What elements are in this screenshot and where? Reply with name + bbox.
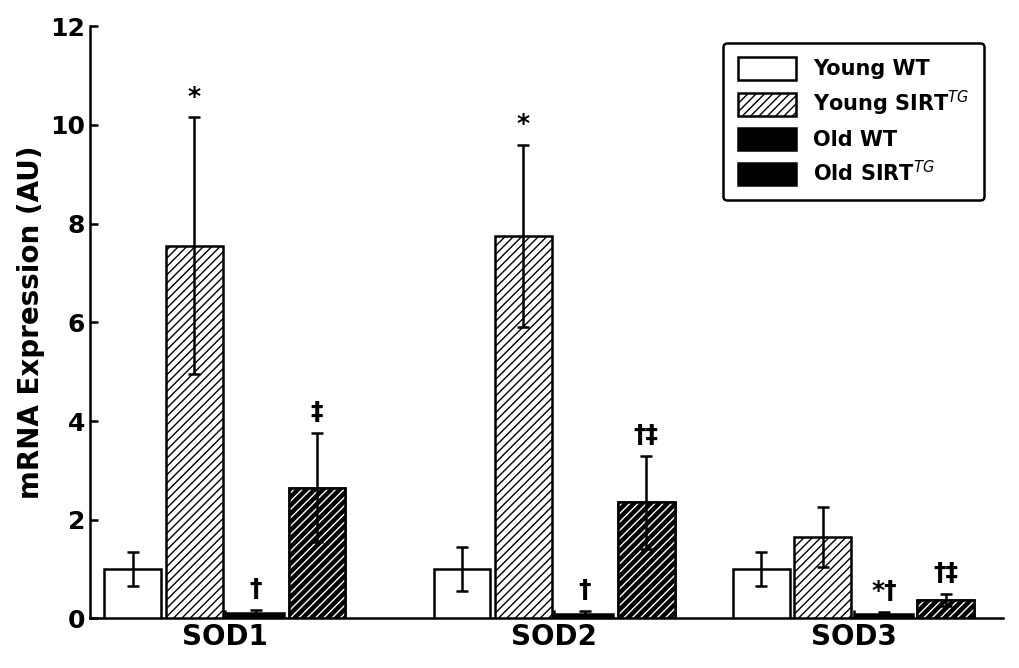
Text: ‡: ‡ bbox=[311, 401, 323, 424]
Bar bbox=[618, 502, 675, 619]
Bar bbox=[288, 488, 345, 619]
Y-axis label: mRNA Expression (AU): mRNA Expression (AU) bbox=[16, 146, 45, 499]
Bar bbox=[227, 613, 283, 619]
Text: *: * bbox=[187, 85, 201, 109]
Bar bbox=[618, 502, 675, 619]
Bar bbox=[288, 488, 345, 619]
Text: *: * bbox=[517, 112, 530, 136]
Bar bbox=[618, 502, 675, 619]
Bar bbox=[433, 569, 490, 619]
Bar bbox=[494, 236, 551, 619]
Text: †‡: †‡ bbox=[932, 561, 957, 585]
Bar bbox=[288, 488, 345, 619]
Bar bbox=[794, 537, 851, 619]
Bar bbox=[733, 569, 789, 619]
Bar bbox=[916, 600, 973, 619]
Text: †‡: †‡ bbox=[633, 423, 658, 447]
Bar bbox=[556, 613, 612, 619]
Legend: Young WT, Young SIRT$^{TG}$, Old WT, Old SIRT$^{TG}$: Young WT, Young SIRT$^{TG}$, Old WT, Old… bbox=[722, 43, 982, 200]
Bar bbox=[916, 600, 973, 619]
Bar bbox=[165, 246, 222, 619]
Text: *†: *† bbox=[870, 578, 897, 603]
Text: †: † bbox=[249, 577, 262, 601]
Bar bbox=[916, 600, 973, 619]
Bar bbox=[104, 569, 161, 619]
Bar bbox=[855, 613, 912, 619]
Text: †: † bbox=[578, 578, 591, 602]
